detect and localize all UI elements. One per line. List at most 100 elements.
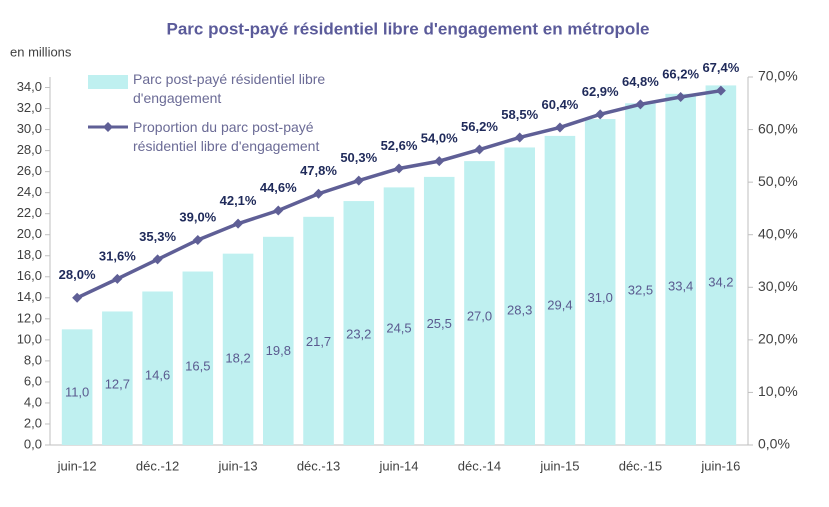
data-label: 31,6%	[99, 248, 136, 263]
point	[635, 99, 646, 110]
bar	[625, 103, 656, 446]
point	[273, 205, 284, 216]
legend-entry: Proportion du parc post-payé résidentiel…	[133, 119, 320, 154]
bar	[61, 329, 93, 445]
data-label: 66,2%	[662, 66, 699, 81]
bar	[263, 236, 294, 445]
x-tick-label: juin-14	[378, 458, 418, 473]
x-tick-label: juin-16	[700, 458, 740, 473]
y-tick-label: 10,0	[17, 331, 42, 346]
point	[474, 144, 485, 155]
data-label: 29,4	[547, 297, 572, 312]
y2-tick-label: 60,0%	[758, 120, 798, 136]
data-label: 28,3	[507, 303, 532, 318]
chart-title: Parc post-payé résidentiel libre d'engag…	[166, 19, 649, 38]
point	[675, 91, 686, 102]
x-tick-label: juin-13	[218, 458, 258, 473]
data-label: 28,0%	[59, 267, 96, 282]
y2-tick-label: 50,0%	[758, 173, 798, 189]
point	[192, 234, 203, 245]
point	[595, 109, 606, 120]
y2-tick-label: 40,0%	[758, 225, 798, 241]
y-tick-label: 2,0	[24, 415, 42, 430]
data-label: 23,2	[346, 327, 371, 342]
y-tick-label: 30,0	[17, 121, 42, 136]
data-label: 27,0	[467, 309, 492, 324]
data-label: 39,0%	[179, 209, 216, 224]
legend-swatch-marker	[103, 122, 113, 132]
data-label: 67,4%	[702, 60, 739, 75]
data-label: 44,6%	[260, 180, 297, 195]
point	[394, 163, 404, 174]
x-tick-label: juin-12	[57, 458, 97, 473]
point	[715, 85, 726, 96]
y2-tick-label: 30,0%	[758, 278, 798, 294]
bar	[665, 93, 696, 445]
point	[152, 254, 163, 265]
data-label: 58,5%	[501, 107, 538, 122]
x-tick-label: juin-15	[539, 458, 579, 473]
data-label: 31,0	[588, 290, 613, 305]
x-tick-label: déc.-13	[297, 458, 340, 473]
x-tick-label: déc.-12	[136, 458, 179, 473]
data-label: 24,5	[386, 321, 411, 336]
bar	[584, 119, 616, 446]
y-tick-label: 18,0	[17, 247, 42, 262]
y-tick-label: 34,0	[17, 79, 42, 94]
y-tick-label: 6,0	[24, 373, 42, 388]
point	[72, 292, 83, 303]
y-tick-label: 22,0	[17, 205, 42, 220]
data-label: 18,2	[225, 350, 250, 365]
x-tick-label: déc.-15	[619, 458, 662, 473]
data-label: 12,7	[105, 376, 130, 391]
data-label: 25,5	[427, 316, 452, 331]
data-label: 21,7	[306, 334, 331, 349]
x-tick-label: déc.-14	[458, 458, 501, 473]
bar	[544, 135, 576, 445]
bar	[423, 176, 455, 445]
bar	[504, 147, 535, 445]
y2-tick-label: 20,0%	[758, 331, 798, 347]
y-tick-label: 8,0	[24, 352, 42, 367]
point	[434, 156, 445, 167]
point	[353, 175, 364, 186]
y2-tick-label: 70,0%	[758, 68, 798, 84]
y-tick-label: 28,0	[17, 142, 42, 157]
data-label: 60,4%	[542, 97, 579, 112]
bar	[705, 85, 737, 445]
data-label: 35,3%	[139, 229, 176, 244]
y-tick-label: 32,0	[17, 100, 42, 115]
point	[112, 273, 123, 284]
point	[514, 132, 525, 143]
bar	[383, 187, 415, 445]
bar	[464, 161, 495, 445]
data-label: 42,1%	[220, 193, 257, 208]
point	[313, 188, 324, 199]
data-label: 14,6	[145, 367, 170, 382]
y-tick-label: 24,0	[17, 184, 42, 199]
bar	[142, 291, 173, 445]
y2-tick-label: 10,0%	[758, 383, 798, 399]
y-tick-label: 16,0	[17, 268, 42, 283]
data-label: 16,5	[185, 358, 210, 373]
y-tick-label: 20,0	[17, 226, 42, 241]
y2-tick-label: 0,0%	[758, 436, 790, 452]
y-tick-label: 4,0	[24, 394, 42, 409]
bar	[343, 201, 375, 445]
data-label: 64,8%	[622, 74, 659, 89]
data-label: 47,8%	[300, 163, 337, 178]
legend-entry: Parc post-payé résidentiel libre d'engag…	[133, 71, 326, 106]
y-tick-label: 12,0	[17, 310, 42, 325]
point	[233, 218, 244, 229]
data-label: 19,8	[266, 343, 291, 358]
y-axis-label: en millions	[10, 44, 72, 59]
y-tick-label: 14,0	[17, 289, 42, 304]
data-label: 54,0%	[421, 131, 458, 146]
bar	[102, 311, 133, 445]
bar	[222, 253, 254, 445]
data-label: 52,6%	[381, 138, 418, 153]
bar	[182, 271, 214, 445]
y-tick-label: 26,0	[17, 163, 42, 178]
